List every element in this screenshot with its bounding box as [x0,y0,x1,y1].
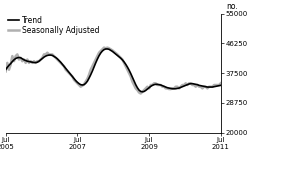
Legend: Trend, Seasonally Adjusted: Trend, Seasonally Adjusted [7,15,100,36]
Text: no.: no. [226,2,238,11]
